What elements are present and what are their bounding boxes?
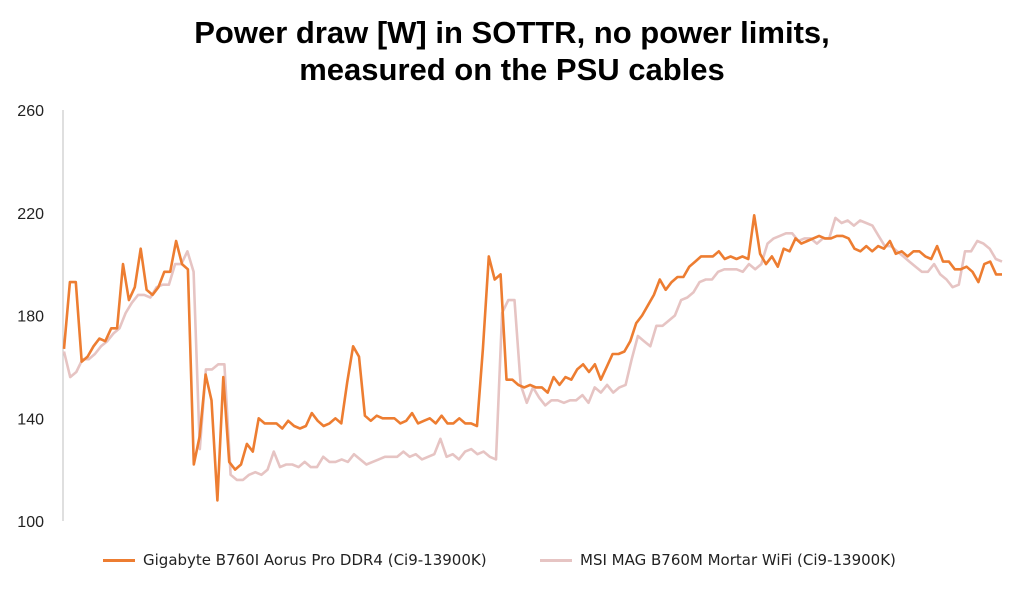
series-line-gigabyte: [62, 214, 1002, 502]
legend-swatch-msi: [540, 558, 572, 562]
legend-item-gigabyte: Gigabyte B760I Aorus Pro DDR4 (Ci9-13900…: [103, 551, 487, 569]
chart-title: Power draw [W] in SOTTR, no power limits…: [0, 14, 1024, 88]
y-tick-label: 100: [17, 514, 44, 531]
chart-title-line-1: Power draw [W] in SOTTR, no power limits…: [194, 15, 830, 50]
legend-item-msi: MSI MAG B760M Mortar WiFi (Ci9-13900K): [540, 551, 896, 569]
y-tick-label: 220: [17, 206, 44, 223]
chart-title-line-2: measured on the PSU cables: [299, 52, 725, 87]
legend: Gigabyte B760I Aorus Pro DDR4 (Ci9-13900…: [0, 551, 1024, 575]
y-tick-label: 180: [17, 309, 44, 326]
series-line-msi: [62, 216, 1003, 482]
y-tick-label: 260: [17, 103, 44, 120]
legend-label-gigabyte: Gigabyte B760I Aorus Pro DDR4 (Ci9-13900…: [143, 551, 487, 569]
y-tick-label: 140: [17, 411, 44, 428]
legend-swatch-gigabyte: [103, 558, 135, 562]
legend-label-msi: MSI MAG B760M Mortar WiFi (Ci9-13900K): [580, 551, 896, 569]
